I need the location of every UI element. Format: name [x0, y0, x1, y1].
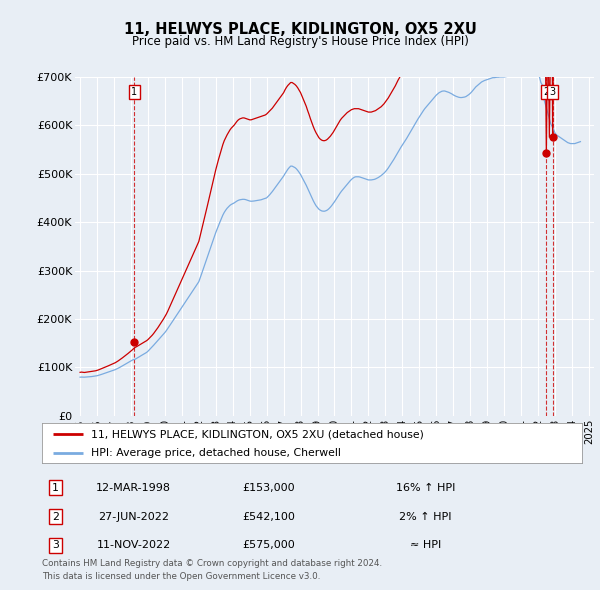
Text: 11, HELWYS PLACE, KIDLINGTON, OX5 2XU: 11, HELWYS PLACE, KIDLINGTON, OX5 2XU — [124, 22, 476, 37]
Text: 3: 3 — [52, 540, 59, 550]
Text: Contains HM Land Registry data © Crown copyright and database right 2024.: Contains HM Land Registry data © Crown c… — [42, 559, 382, 568]
Text: 16% ↑ HPI: 16% ↑ HPI — [396, 483, 455, 493]
Text: 27-JUN-2022: 27-JUN-2022 — [98, 512, 169, 522]
Text: ≈ HPI: ≈ HPI — [410, 540, 441, 550]
Text: This data is licensed under the Open Government Licence v3.0.: This data is licensed under the Open Gov… — [42, 572, 320, 581]
Text: HPI: Average price, detached house, Cherwell: HPI: Average price, detached house, Cher… — [91, 448, 340, 458]
Text: £153,000: £153,000 — [242, 483, 295, 493]
Text: £575,000: £575,000 — [242, 540, 295, 550]
Text: 2: 2 — [52, 512, 59, 522]
Text: 2% ↑ HPI: 2% ↑ HPI — [399, 512, 452, 522]
Text: £542,100: £542,100 — [242, 512, 295, 522]
Text: 1: 1 — [131, 87, 137, 97]
Text: 11, HELWYS PLACE, KIDLINGTON, OX5 2XU (detached house): 11, HELWYS PLACE, KIDLINGTON, OX5 2XU (d… — [91, 430, 424, 440]
Text: 2: 2 — [543, 87, 550, 97]
Text: Price paid vs. HM Land Registry's House Price Index (HPI): Price paid vs. HM Land Registry's House … — [131, 35, 469, 48]
Text: 3: 3 — [550, 87, 556, 97]
Text: 11-NOV-2022: 11-NOV-2022 — [97, 540, 171, 550]
Text: 1: 1 — [52, 483, 59, 493]
Text: 12-MAR-1998: 12-MAR-1998 — [97, 483, 172, 493]
